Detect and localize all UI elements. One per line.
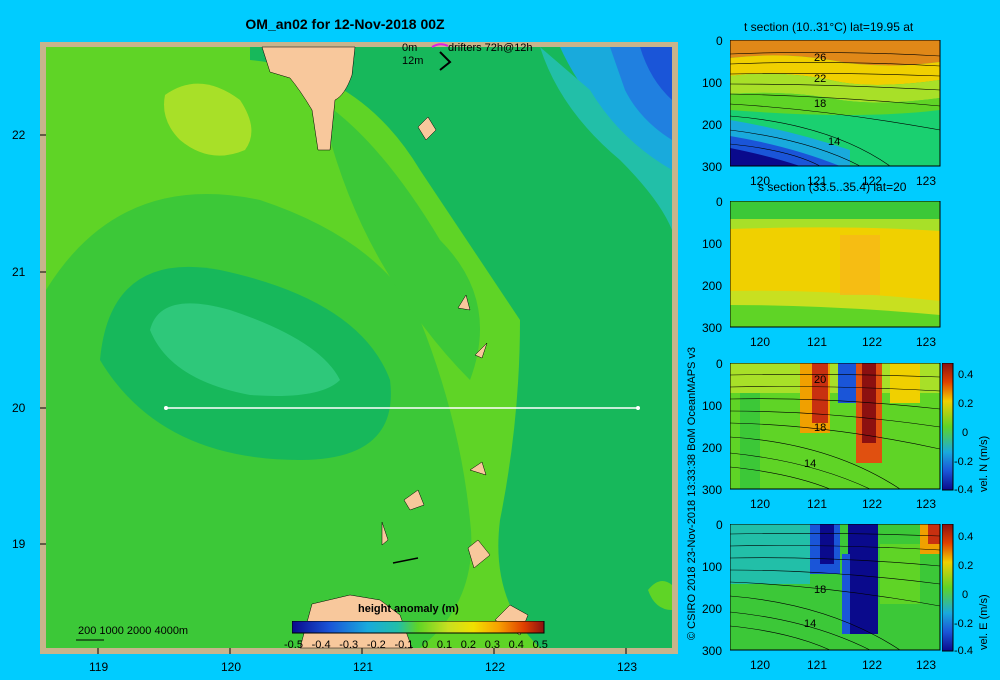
colorbar-tick: 0.2 bbox=[460, 639, 477, 651]
s-section-title: s section (33.5..35.4) lat=20 bbox=[758, 180, 907, 194]
t-contour: 26 bbox=[814, 52, 827, 64]
lat-tick: 21 bbox=[12, 265, 26, 279]
drifter-12m-icon bbox=[439, 51, 452, 71]
drifters-label: drifters 72h@12h bbox=[448, 42, 533, 54]
n-contour: 20 bbox=[814, 374, 827, 386]
colorbar-tick: 0.5 bbox=[532, 639, 548, 651]
vel-tick: -0.2 bbox=[954, 456, 973, 468]
vel-tick: -0.4 bbox=[954, 645, 973, 657]
colorbar-title: height anomaly (m) bbox=[358, 603, 459, 615]
panel-lon-tick: 120 bbox=[750, 335, 771, 349]
vel-tick: -0.4 bbox=[954, 484, 973, 496]
lat-tick: 19 bbox=[12, 537, 26, 551]
depth-tick: 200 bbox=[702, 602, 723, 616]
e-contour: 14 bbox=[804, 618, 817, 630]
panel-lon-tick: 122 bbox=[862, 174, 883, 188]
depth-tick: 100 bbox=[702, 237, 723, 251]
depth-tick: 0 bbox=[716, 357, 723, 371]
panel-lon-tick: 120 bbox=[750, 658, 771, 672]
colorbar-tick: 0.4 bbox=[508, 639, 524, 651]
colorbar-tick: -0.2 bbox=[366, 639, 386, 651]
colorbar-tick: -0.4 bbox=[311, 639, 331, 651]
vel-tick: 0.2 bbox=[958, 560, 974, 572]
colorbar-tick: 0 bbox=[422, 639, 429, 651]
lon-tick: 119 bbox=[89, 660, 109, 674]
panel-lon-tick: 123 bbox=[916, 174, 937, 188]
main-map bbox=[40, 42, 678, 654]
t-section-panel bbox=[730, 40, 941, 167]
vel-e-colorbar bbox=[942, 524, 954, 652]
vel-tick: 0 bbox=[962, 589, 969, 601]
depth-tick: 300 bbox=[702, 644, 723, 658]
colorbar-ticks: -0.5 -0.4 -0.3 -0.2 -0.1 0 0.1 0.2 0.3 0… bbox=[284, 639, 548, 651]
lon-tick: 120 bbox=[221, 660, 242, 674]
taiwan-land bbox=[261, 46, 356, 151]
panel-lon-tick: 121 bbox=[807, 174, 828, 188]
vel-e-label: vel. E (m/s) bbox=[978, 594, 990, 650]
panel-lon-tick: 121 bbox=[807, 497, 828, 511]
panel-lon-tick: 120 bbox=[750, 497, 771, 511]
n-contour: 14 bbox=[804, 458, 817, 470]
depth-scale: 200 1000 2000 4000m bbox=[78, 625, 189, 637]
depth-tick: 100 bbox=[702, 560, 723, 574]
colorbar-tick: -0.5 bbox=[284, 639, 303, 651]
t-contour: 18 bbox=[814, 98, 827, 110]
panel-lon-tick: 120 bbox=[750, 174, 771, 188]
lat-tick: 20 bbox=[12, 401, 26, 415]
depth-tick: 200 bbox=[702, 441, 723, 455]
panel-lon-tick: 122 bbox=[862, 658, 883, 672]
s-section-panel bbox=[730, 201, 941, 328]
vel-tick: 0 bbox=[962, 427, 969, 439]
t-contour: 14 bbox=[828, 136, 841, 148]
lon-tick: 122 bbox=[485, 660, 506, 674]
depth-tick: 100 bbox=[702, 76, 723, 90]
vel-tick: -0.2 bbox=[954, 618, 973, 630]
colorbar-tick: -0.3 bbox=[339, 639, 359, 651]
depth-tick: 0 bbox=[716, 195, 723, 209]
depth-tick: 300 bbox=[702, 483, 723, 497]
panel-lon-tick: 123 bbox=[916, 497, 937, 511]
n-contour: 18 bbox=[814, 422, 827, 434]
panel-lon-tick: 121 bbox=[807, 658, 828, 672]
depth-tick: 0 bbox=[716, 34, 723, 48]
depth-tick: 200 bbox=[702, 118, 723, 132]
lat-tick: 22 bbox=[12, 128, 26, 142]
depth-tick: 300 bbox=[702, 321, 723, 335]
legend-12m: 12m bbox=[402, 55, 424, 67]
depth-tick: 100 bbox=[702, 399, 723, 413]
credit-text: © CSIRO 2018 23-Nov-2018 13:33:38 BoM Oc… bbox=[686, 346, 698, 640]
colorbar-tick: 0.1 bbox=[436, 639, 453, 651]
depth-tick: 0 bbox=[716, 518, 723, 532]
depth-tick: 300 bbox=[702, 160, 723, 174]
vel-n-label: vel. N (m/s) bbox=[978, 435, 990, 492]
vel-tick: 0.4 bbox=[958, 369, 974, 381]
vel-n-colorbar bbox=[942, 363, 954, 491]
lon-tick: 123 bbox=[617, 660, 638, 674]
vel-tick: 0.2 bbox=[958, 398, 974, 410]
panel-lon-tick: 121 bbox=[807, 335, 828, 349]
vel-tick: 0.4 bbox=[958, 531, 974, 543]
depth-tick: 200 bbox=[702, 279, 723, 293]
colorbar-tick: 0.3 bbox=[484, 639, 500, 651]
legend-0m: 0m bbox=[402, 42, 418, 54]
panel-lon-tick: 122 bbox=[862, 497, 883, 511]
colorbar-tick: -0.1 bbox=[394, 639, 414, 651]
vel-e-panel bbox=[730, 524, 941, 651]
t-section-title: t section (10..31°C) lat=19.95 at bbox=[744, 20, 914, 34]
vel-n-panel bbox=[730, 363, 941, 490]
panel-lon-tick: 122 bbox=[862, 335, 883, 349]
panel-lon-tick: 123 bbox=[916, 335, 937, 349]
map-title: OM_an02 for 12-Nov-2018 00Z bbox=[245, 16, 445, 32]
drifter-0m-icon bbox=[431, 43, 449, 48]
lon-tick: 121 bbox=[353, 660, 374, 674]
e-contour: 18 bbox=[814, 584, 827, 596]
height-colorbar bbox=[292, 621, 545, 634]
panel-lon-tick: 123 bbox=[916, 658, 937, 672]
t-contour: 22 bbox=[814, 73, 827, 85]
